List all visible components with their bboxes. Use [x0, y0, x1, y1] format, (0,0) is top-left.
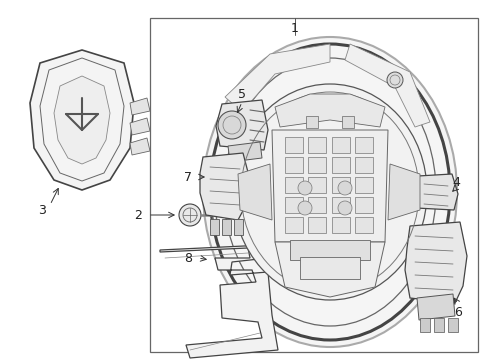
Bar — [332, 157, 350, 173]
Ellipse shape — [387, 72, 403, 88]
Text: 5: 5 — [238, 87, 246, 100]
Bar — [332, 177, 350, 193]
Polygon shape — [216, 100, 268, 150]
Bar — [308, 157, 326, 173]
Polygon shape — [388, 164, 420, 220]
Bar — [285, 157, 303, 173]
Polygon shape — [130, 118, 150, 135]
Bar — [355, 137, 373, 153]
Text: 6: 6 — [454, 306, 462, 319]
Bar — [308, 137, 326, 153]
Bar — [355, 157, 373, 173]
Bar — [434, 318, 444, 332]
Bar — [285, 197, 303, 213]
Ellipse shape — [179, 204, 201, 226]
Bar — [210, 219, 219, 235]
Ellipse shape — [338, 181, 352, 195]
Bar — [308, 177, 326, 193]
Ellipse shape — [218, 111, 246, 139]
Bar — [355, 217, 373, 233]
Ellipse shape — [203, 37, 457, 347]
Text: 7: 7 — [184, 171, 192, 184]
Bar — [222, 219, 231, 235]
Bar — [332, 217, 350, 233]
Bar — [285, 177, 303, 193]
Polygon shape — [210, 157, 235, 217]
Polygon shape — [200, 153, 250, 220]
Polygon shape — [345, 44, 430, 127]
Text: 3: 3 — [38, 203, 46, 216]
Ellipse shape — [338, 201, 352, 215]
Bar — [355, 177, 373, 193]
Bar — [290, 240, 370, 260]
Bar — [332, 137, 350, 153]
Polygon shape — [405, 222, 467, 303]
Bar — [332, 197, 350, 213]
Polygon shape — [272, 130, 388, 242]
Polygon shape — [238, 164, 272, 220]
Polygon shape — [414, 174, 458, 210]
Polygon shape — [417, 294, 455, 320]
Polygon shape — [275, 94, 385, 127]
Ellipse shape — [298, 181, 312, 195]
Bar — [355, 197, 373, 213]
Text: 2: 2 — [134, 208, 142, 221]
Bar — [448, 318, 458, 332]
Polygon shape — [275, 242, 385, 297]
Bar — [150, 18, 478, 352]
Text: 8: 8 — [184, 252, 192, 265]
Polygon shape — [130, 138, 150, 155]
Polygon shape — [30, 50, 134, 190]
Polygon shape — [130, 98, 150, 115]
Bar — [308, 217, 326, 233]
Bar — [300, 257, 360, 279]
Ellipse shape — [298, 201, 312, 215]
Polygon shape — [225, 44, 330, 112]
Polygon shape — [54, 76, 110, 164]
Polygon shape — [228, 142, 262, 162]
Text: 1: 1 — [291, 22, 299, 35]
Text: 4: 4 — [452, 176, 460, 189]
Bar — [234, 219, 243, 235]
Polygon shape — [160, 245, 278, 358]
Bar — [308, 197, 326, 213]
Bar — [285, 217, 303, 233]
Bar — [420, 318, 430, 332]
Ellipse shape — [233, 84, 427, 300]
Bar — [285, 137, 303, 153]
